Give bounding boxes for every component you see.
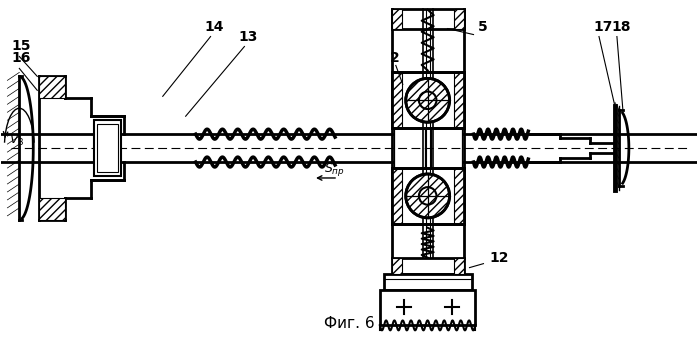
Bar	[392, 168, 463, 224]
Bar	[392, 72, 463, 128]
Bar	[39, 76, 65, 98]
Bar	[392, 9, 402, 29]
Circle shape	[406, 79, 450, 122]
Bar	[384, 274, 472, 290]
Bar	[380, 290, 475, 325]
Bar	[454, 168, 463, 224]
Text: 15: 15	[11, 39, 31, 54]
Bar	[454, 258, 463, 274]
Bar	[94, 120, 121, 176]
Bar	[97, 124, 118, 172]
Bar	[454, 72, 463, 128]
FancyArrowPatch shape	[3, 131, 8, 137]
Bar	[454, 9, 463, 29]
Bar	[392, 258, 402, 274]
Bar	[392, 258, 463, 274]
Text: 2: 2	[390, 52, 399, 65]
Text: 5: 5	[477, 20, 487, 34]
Text: 16: 16	[11, 52, 31, 65]
Text: 12: 12	[489, 251, 509, 265]
Text: Фиг. 6: Фиг. 6	[324, 316, 374, 331]
Text: $V_3$: $V_3$	[9, 133, 25, 148]
Text: 17: 17	[593, 20, 612, 34]
Text: $S_{пр}$: $S_{пр}$	[324, 161, 345, 178]
Circle shape	[406, 174, 450, 218]
Text: 13: 13	[239, 29, 258, 44]
Bar	[392, 9, 463, 29]
Text: 14: 14	[205, 20, 224, 34]
Bar	[39, 198, 65, 220]
Bar	[392, 168, 402, 224]
Text: 18: 18	[611, 20, 630, 34]
Bar	[392, 72, 402, 128]
